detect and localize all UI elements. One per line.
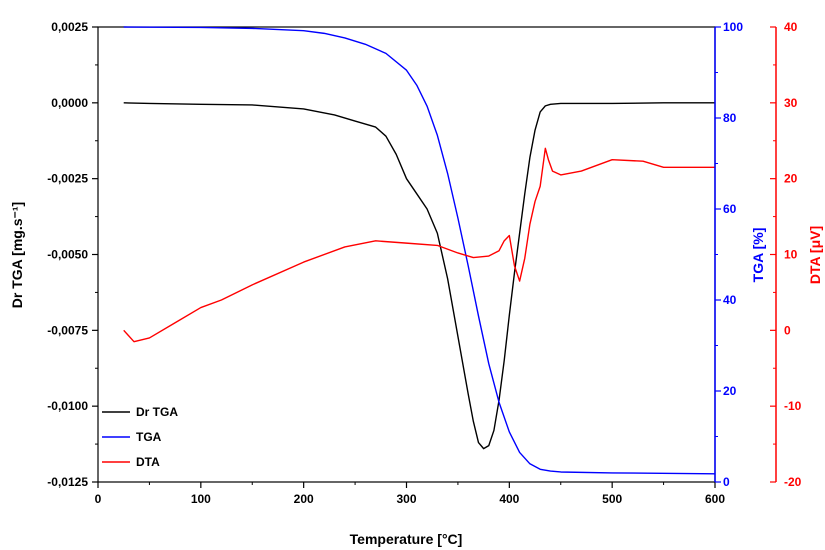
left-tick-label: -0,0050 <box>47 248 88 262</box>
dta-tick-label: 0 <box>784 323 791 337</box>
left-tick-label: 0,0000 <box>51 96 88 110</box>
legend-label-drtga: Dr TGA <box>136 405 178 419</box>
legend-label-dta: DTA <box>136 455 160 469</box>
dta-tick-label: 20 <box>784 172 798 186</box>
dta-axis: 40 30 20 10 0 -10 -20 <box>770 20 802 489</box>
left-tick-label: -0,0025 <box>47 172 88 186</box>
series-line-tga <box>123 26 716 475</box>
x-axis-title: Temperature [°C] <box>350 531 463 547</box>
tga-tick-label: 100 <box>723 20 743 34</box>
bottom-axis: 0 100 200 300 400 500 600 <box>95 482 725 506</box>
x-tick-label: 500 <box>602 492 622 506</box>
x-tick-label: 100 <box>191 492 211 506</box>
dta-tick-label: 10 <box>784 248 798 262</box>
legend-label-tga: TGA <box>136 430 162 444</box>
x-tick-label: 0 <box>95 492 102 506</box>
dta-tick-label: 40 <box>784 20 798 34</box>
series-layer <box>123 26 716 475</box>
tga-tick-label: 60 <box>723 202 737 216</box>
left-tick-label: -0,0125 <box>47 475 88 489</box>
series-line-dta <box>123 147 715 343</box>
left-tick-label: 0,0025 <box>51 20 88 34</box>
legend: Dr TGA TGA DTA <box>102 405 178 469</box>
left-axis: 0,0025 0,0000 -0,0025 -0,0050 -0,0075 -0,0100… <box>47 20 98 489</box>
tga-tick-label: 80 <box>723 111 737 125</box>
left-tick-label: -0,0100 <box>47 399 88 413</box>
tga-tick-label: 0 <box>723 475 730 489</box>
x-tick-label: 200 <box>294 492 314 506</box>
dta-axis-title: DTA [μV] <box>807 226 823 284</box>
series-line-dr-tga <box>123 102 715 450</box>
tga-axis: 100 80 60 40 20 0 <box>714 20 743 489</box>
plot-frame <box>97 26 716 483</box>
x-tick-label: 300 <box>396 492 416 506</box>
tga-axis-title: TGA [%] <box>750 228 766 283</box>
dta-tick-label: 30 <box>784 96 798 110</box>
x-tick-label: 600 <box>705 492 725 506</box>
left-tick-label: -0,0075 <box>47 323 88 337</box>
left-axis-title: Dr TGA [mg.s⁻¹] <box>9 202 25 308</box>
tga-tick-label: 20 <box>723 384 737 398</box>
x-tick-label: 400 <box>499 492 519 506</box>
tga-tick-label: 40 <box>723 293 737 307</box>
dta-tick-label: -20 <box>784 475 802 489</box>
dta-tick-label: -10 <box>784 399 802 413</box>
